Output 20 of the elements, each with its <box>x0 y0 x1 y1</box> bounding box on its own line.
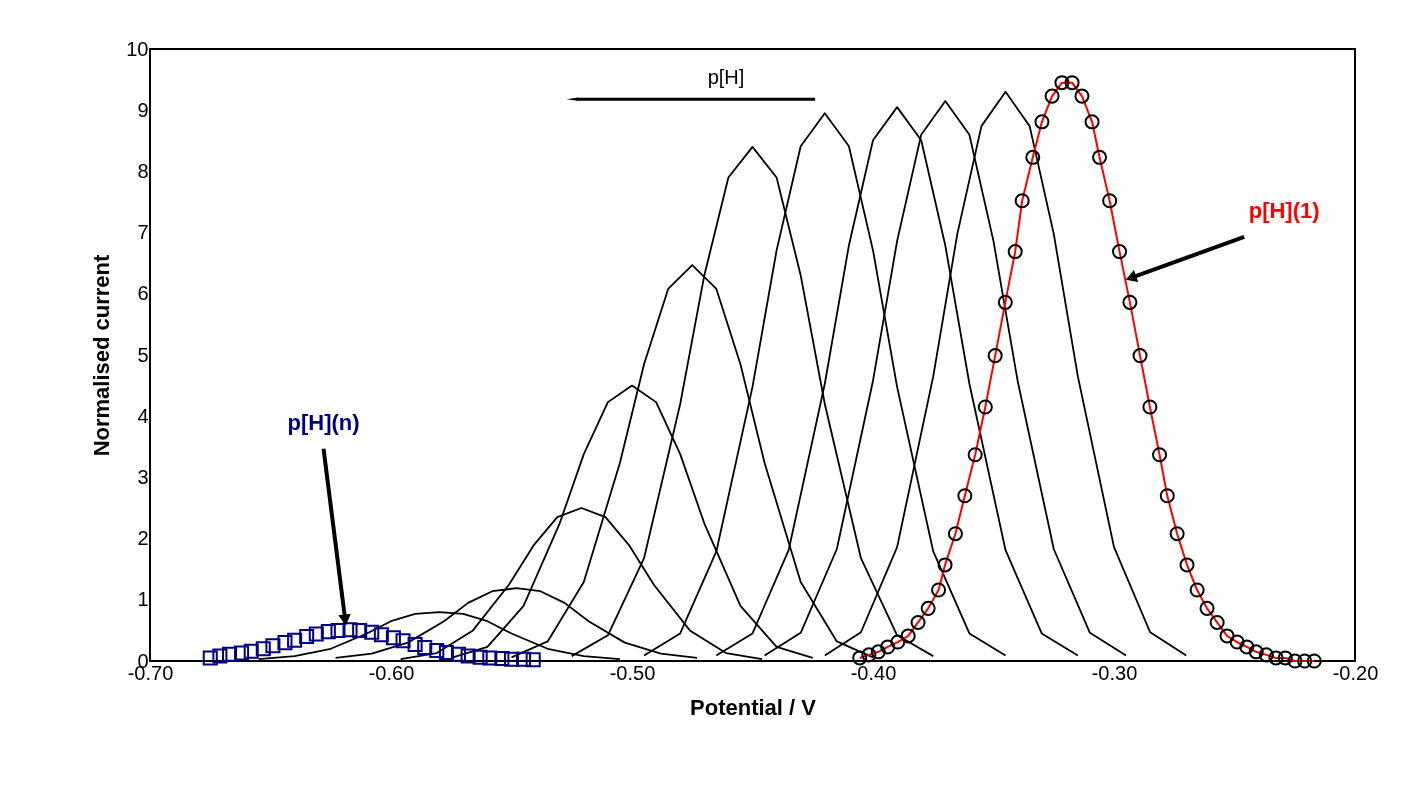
y-tick-label: 8 <box>137 159 149 182</box>
y-tick-label: 4 <box>137 404 149 427</box>
y-tick-label: 10 <box>126 37 149 60</box>
y-tick-label: 1 <box>137 588 149 611</box>
annotation: p[H](1) <box>1248 197 1320 223</box>
x-axis-title: Potential / V <box>690 694 817 720</box>
annotation: p[H](n) <box>287 409 360 435</box>
y-axis-title: Normalised current <box>89 253 115 457</box>
x-tick-label: -0.50 <box>609 661 656 684</box>
x-tick-label: -0.20 <box>1332 661 1379 684</box>
x-tick-label: -0.60 <box>368 661 415 684</box>
y-tick-label: 3 <box>137 465 149 488</box>
y-tick-label: 5 <box>137 343 149 366</box>
y-tick-label: 7 <box>137 221 149 244</box>
y-tick-label: 2 <box>137 527 149 550</box>
y-tick-label: 9 <box>137 98 149 121</box>
x-tick-label: -0.30 <box>1091 661 1138 684</box>
x-tick-label: -0.40 <box>850 661 897 684</box>
annotation: p[H] <box>707 65 745 88</box>
y-tick-label: 6 <box>137 282 149 305</box>
